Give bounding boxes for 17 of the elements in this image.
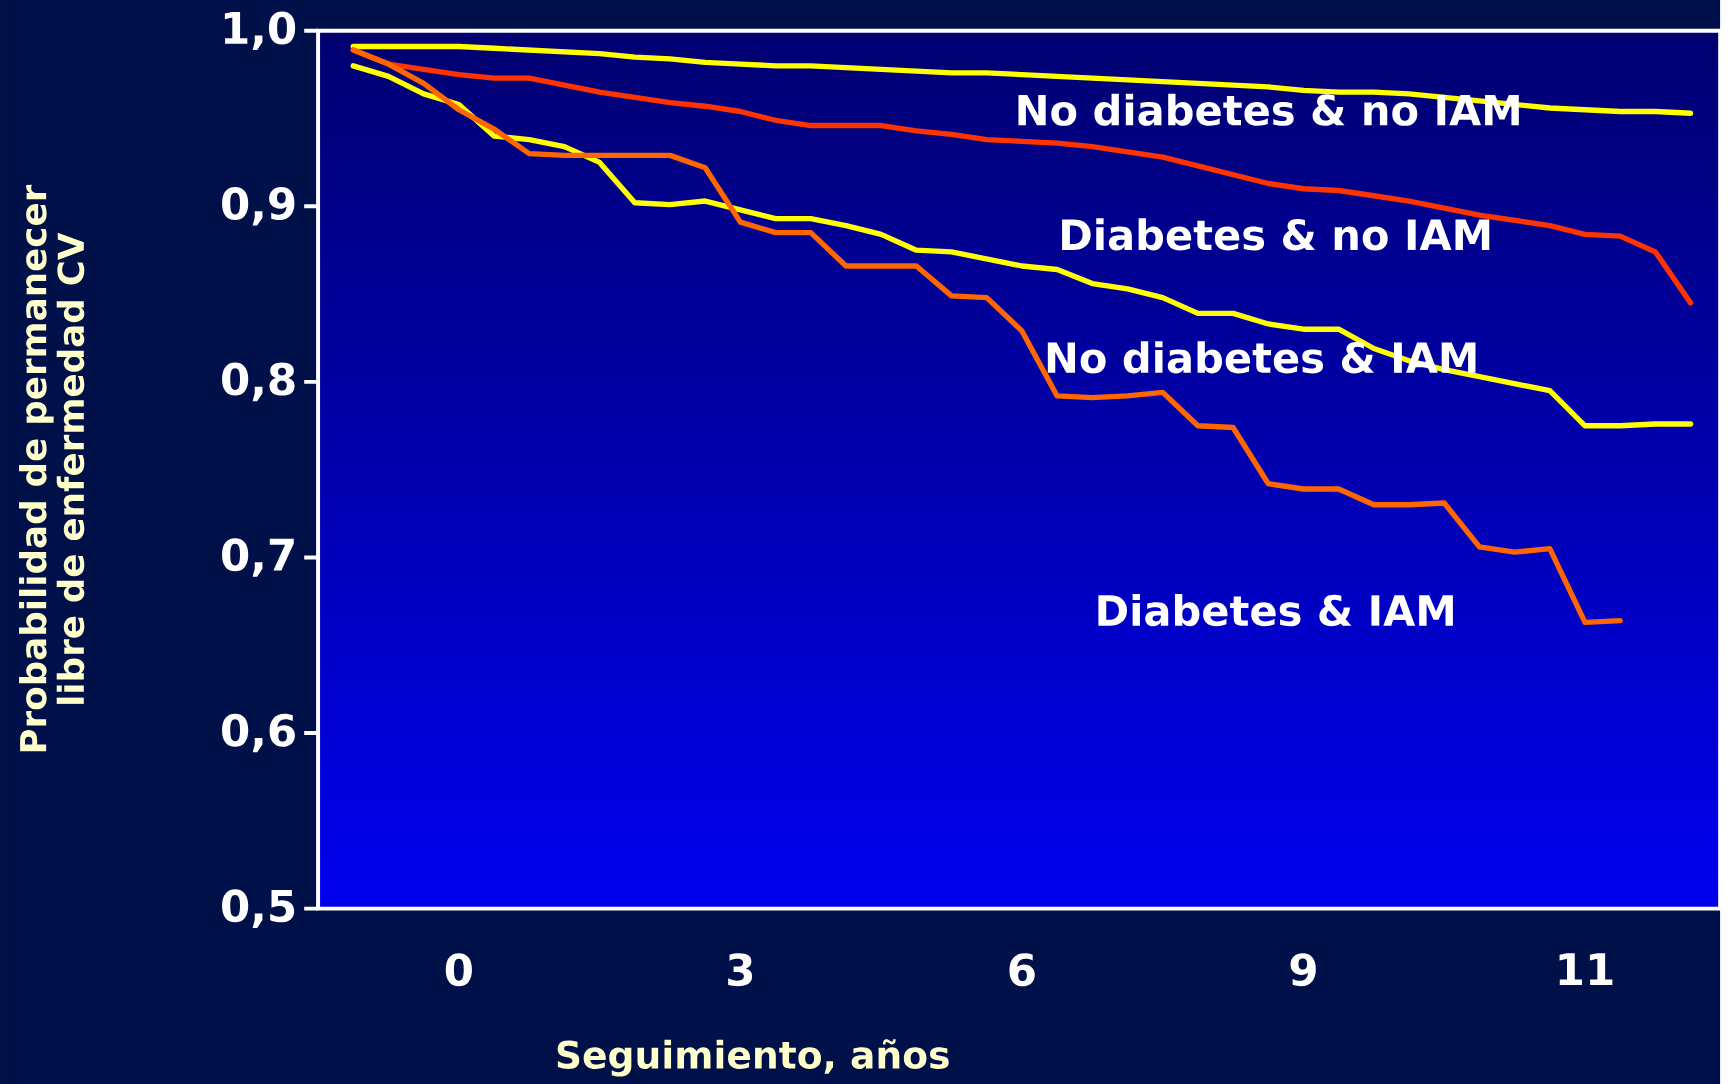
x-tick-label: 3	[728, 953, 753, 987]
x-tick-label: 11	[1559, 953, 1613, 986]
x-tick-label: 0	[445, 953, 472, 987]
y-tick-label: 0,5	[222, 889, 295, 928]
y-tick-label: 0,9	[222, 187, 295, 226]
series-label: No diabetes & IAM	[1047, 341, 1476, 374]
series-label: No diabetes & no IAM	[1018, 93, 1519, 126]
y-axis-title: Probabilidad de permanecer libre de enfermedad CV	[19, 184, 85, 752]
x-tick-label: 9	[1290, 953, 1316, 987]
series-label: Diabetes & IAM	[1098, 594, 1453, 627]
y-tick-label: 0,7	[222, 538, 294, 577]
x-axis-title: Seguimiento, años	[557, 1039, 949, 1077]
y-tick-label: 0,8	[222, 362, 295, 402]
series-label: Diabetes & no IAM	[1062, 218, 1490, 251]
y-tick-label: 1,0	[224, 11, 296, 50]
y-tick-label: 0,6	[222, 713, 295, 753]
x-tick-label: 6	[1009, 953, 1035, 987]
